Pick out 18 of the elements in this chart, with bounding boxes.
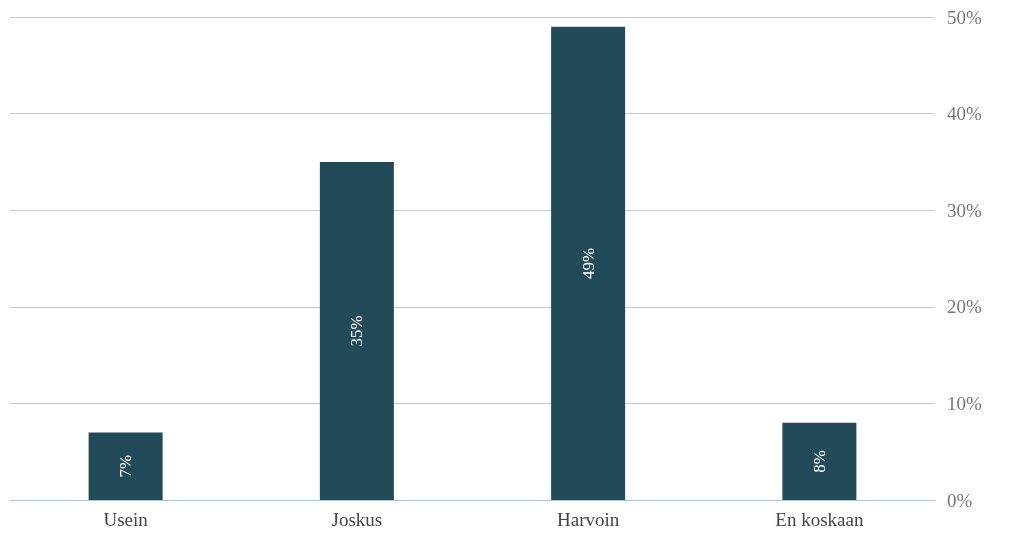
x-tick-label: Usein (103, 509, 149, 530)
bar (319, 161, 394, 500)
y-tick-label: 40% (947, 103, 982, 125)
y-tick-label: 0% (947, 489, 973, 511)
data-label: 49% (578, 247, 598, 279)
y-tick-label: 50% (947, 6, 982, 28)
data-label: 8% (809, 450, 829, 473)
y-tick-label: 10% (947, 392, 982, 414)
y-tick-label: 20% (947, 296, 982, 318)
x-tick-label: En koskaan (775, 509, 864, 530)
y-tick-label: 30% (947, 199, 982, 221)
x-tick-label: Harvoin (556, 509, 620, 530)
bar (782, 422, 857, 500)
bar (88, 432, 163, 500)
data-label: 7% (116, 454, 136, 478)
x-tick-label: Joskus (331, 509, 383, 530)
data-label: 35% (347, 315, 367, 347)
bar (551, 26, 626, 500)
